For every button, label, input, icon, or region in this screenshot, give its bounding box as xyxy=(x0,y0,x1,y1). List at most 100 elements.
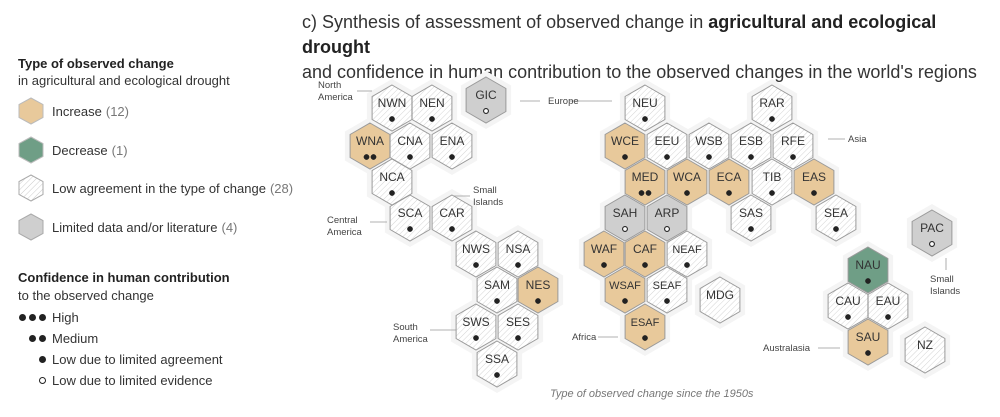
region-hex-sea: SEA xyxy=(815,194,857,242)
region-code-label: CAR xyxy=(439,206,465,220)
continent-label: Europe xyxy=(548,96,579,107)
two-dots-icon xyxy=(8,334,46,342)
region-code-label: RFE xyxy=(781,134,805,148)
legend-count: (4) xyxy=(221,219,238,235)
region-code-label: EAS xyxy=(802,170,826,184)
region-hex-nau: NAU xyxy=(847,246,889,294)
confidence-dot-icon xyxy=(833,226,839,232)
region-code-label: ENA xyxy=(440,134,465,148)
confidence-dot-icon xyxy=(642,335,648,341)
leader-lines xyxy=(357,90,947,349)
hex-shape xyxy=(604,266,646,314)
hex-shape xyxy=(624,158,666,206)
region-code-label: SWS xyxy=(462,315,489,329)
confidence-dot-icon xyxy=(407,226,413,232)
hex-shape xyxy=(389,194,431,242)
hex-shape xyxy=(646,194,688,242)
open-dot-icon xyxy=(929,241,935,247)
region-code-label: CNA xyxy=(397,134,422,148)
region-code-label: SAH xyxy=(613,206,638,220)
region-hex-eau: EAU xyxy=(867,282,909,330)
hex-shape xyxy=(411,84,453,132)
region-hex-wce: WCE xyxy=(604,122,646,170)
confidence-dot-icon xyxy=(706,154,712,160)
legend-conf-subheading: to the observed change xyxy=(18,288,154,303)
hex-swatch-increase xyxy=(18,97,44,125)
legend-label: Decrease xyxy=(52,142,108,158)
region-code-label: SAU xyxy=(856,330,881,344)
region-hex-ena: ENA xyxy=(431,122,473,170)
region-code-label: NEU xyxy=(632,96,657,110)
hex-shape xyxy=(476,266,518,314)
open-dot-icon xyxy=(664,226,670,232)
hex-shape xyxy=(666,230,708,278)
region-code-label: MED xyxy=(632,170,659,184)
conf-label: High xyxy=(52,309,79,325)
legend-conf-low-agreement: Low due to limited agreement xyxy=(8,350,223,368)
confidence-dot-icon xyxy=(473,335,479,341)
hex-shape xyxy=(465,76,507,124)
region-code-label: WSAF xyxy=(609,280,641,292)
hex-shape xyxy=(847,246,889,294)
hex-shape xyxy=(911,209,953,257)
hex-shape xyxy=(604,122,646,170)
hex-shape xyxy=(815,194,857,242)
confidence-dot-icon xyxy=(664,154,670,160)
confidence-dot-icon xyxy=(494,372,500,378)
hex-swatch-limited-data xyxy=(18,213,44,241)
region-hex-eas: EAS xyxy=(793,158,835,206)
region-hex-med: MED xyxy=(624,158,666,206)
region-hex-tib: TIB xyxy=(751,158,793,206)
region-hex-nz: NZ xyxy=(904,326,946,374)
region-hex-sam: SAM xyxy=(476,266,518,314)
continent-label: Australasia xyxy=(763,343,811,354)
region-hex-nes: NES xyxy=(517,266,559,314)
legend-conf-heading: Confidence in human contribution xyxy=(18,270,230,285)
region-hex-eeu: EEU xyxy=(646,122,688,170)
confidence-dot-icon xyxy=(515,335,521,341)
confidence-dot-icon xyxy=(845,314,851,320)
one-dot-icon xyxy=(8,355,46,363)
region-hex-caf: CAF xyxy=(624,230,666,278)
continent-label: North America xyxy=(318,80,354,103)
region-code-label: MDG xyxy=(706,288,734,302)
region-code-label: NSA xyxy=(506,242,531,256)
region-hex-esaf: ESAF xyxy=(624,303,666,351)
region-code-label: NWS xyxy=(462,242,490,256)
region-hex-wca: WCA xyxy=(666,158,708,206)
confidence-dot-icon xyxy=(811,190,817,196)
confidence-dot-icon xyxy=(865,350,871,356)
region-hex-wsb: WSB xyxy=(688,122,730,170)
region-hex-sah: SAH xyxy=(604,194,646,242)
confidence-dot-icon xyxy=(622,298,628,304)
hex-shape xyxy=(517,266,559,314)
confidence-dot-icon xyxy=(494,298,500,304)
continent-label: Small Islands xyxy=(473,185,503,208)
continent-label: Asia xyxy=(848,134,867,145)
confidence-dot-icon xyxy=(642,262,648,268)
hex-shape xyxy=(604,194,646,242)
confidence-dot-icon xyxy=(865,278,871,284)
region-hex-nsa: NSA xyxy=(497,230,539,278)
region-code-label: NEN xyxy=(419,96,444,110)
hex-shape xyxy=(793,158,835,206)
region-code-label: NWN xyxy=(378,96,407,110)
region-code-label: PAC xyxy=(920,221,944,235)
confidence-dot-icon xyxy=(726,190,732,196)
title-bold: agricultural and ecological drought xyxy=(302,12,937,57)
region-hex-nca: NCA xyxy=(371,158,413,206)
confidence-dot-icon xyxy=(363,154,370,160)
title-prefix: c) Synthesis of assessment of observed c… xyxy=(302,12,709,32)
hex-shape xyxy=(431,122,473,170)
region-hex-sws: SWS xyxy=(455,303,497,351)
region-code-label: ARP xyxy=(655,206,680,220)
region-hex-sau: SAU xyxy=(847,318,889,366)
region-code-label: WCE xyxy=(611,134,639,148)
region-hex-mdg: MDG xyxy=(699,276,741,324)
region-hex-sca: SCA xyxy=(389,194,431,242)
legend-count: (12) xyxy=(105,103,129,119)
region-code-label: GIC xyxy=(475,88,497,102)
region-hexes: NWN NEN GIC WNA CNA ENA NCA SCA CAR NWS NSA SAM NES S… xyxy=(349,76,953,388)
region-hex-wsaf: WSAF xyxy=(604,266,646,314)
hex-shape xyxy=(904,326,946,374)
